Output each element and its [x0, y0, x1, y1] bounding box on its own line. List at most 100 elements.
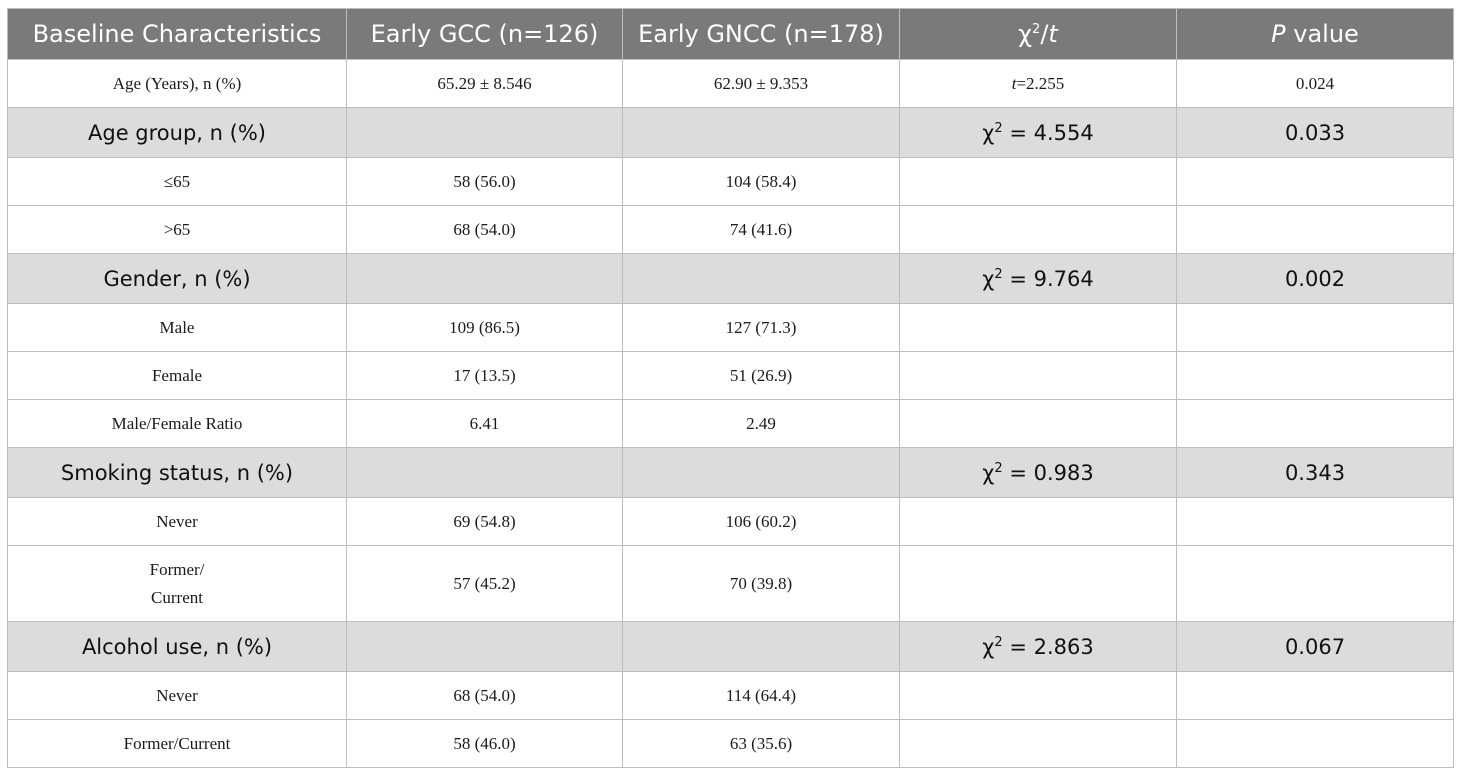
header-chi-superscript: 2 — [1032, 22, 1041, 37]
empty-cell — [899, 545, 1177, 622]
gcc-value: 6.41 — [346, 399, 623, 448]
chi-stat-number: = 9.764 — [1002, 266, 1094, 291]
table-row: Never 68 (54.0) 114 (64.4) — [7, 671, 1454, 720]
chi-superscript: 2 — [994, 460, 1003, 476]
header-early-gncc: Early GNCC (n=178) — [622, 8, 900, 60]
header-slash: / — [1040, 20, 1049, 48]
group-label: Smoking status, n (%) — [7, 447, 347, 498]
stat-value: χ2 = 9.764 — [899, 253, 1177, 304]
empty-cell — [899, 205, 1177, 254]
row-label: Former/Current — [7, 545, 347, 622]
empty-cell — [346, 107, 623, 158]
table-header-row: Baseline Characteristics Early GCC (n=12… — [7, 8, 1454, 60]
baseline-table-container: Baseline Characteristics Early GCC (n=12… — [7, 8, 1454, 768]
chi-superscript: 2 — [994, 120, 1003, 136]
chi-symbol: χ — [982, 120, 995, 145]
p-value: 0.067 — [1176, 621, 1454, 672]
row-label: Female — [7, 351, 347, 400]
gcc-value: 57 (45.2) — [346, 545, 623, 622]
stat-value: χ2 = 2.863 — [899, 621, 1177, 672]
row-label: Male/Female Ratio — [7, 399, 347, 448]
gncc-value: 62.90 ± 9.353 — [622, 59, 900, 108]
empty-cell — [622, 253, 900, 304]
empty-cell — [899, 671, 1177, 720]
gcc-value: 65.29 ± 8.546 — [346, 59, 623, 108]
table-row: Former/Current 57 (45.2) 70 (39.8) — [7, 545, 1454, 622]
gncc-value: 51 (26.9) — [622, 351, 900, 400]
gncc-value: 114 (64.4) — [622, 671, 900, 720]
t-stat-number: =2.255 — [1016, 73, 1065, 93]
stat-value: χ2 = 0.983 — [899, 447, 1177, 498]
empty-cell — [622, 621, 900, 672]
empty-cell — [899, 399, 1177, 448]
empty-cell — [346, 447, 623, 498]
header-early-gcc: Early GCC (n=126) — [346, 8, 623, 60]
p-value: 0.024 — [1176, 59, 1454, 108]
header-p-value: P value — [1176, 8, 1454, 60]
table-row: Female 17 (13.5) 51 (26.9) — [7, 351, 1454, 400]
header-baseline-characteristics: Baseline Characteristics — [7, 8, 347, 60]
empty-cell — [1176, 303, 1454, 352]
group-row-age: Age group, n (%) χ2 = 4.554 0.033 — [7, 107, 1454, 158]
baseline-characteristics-table: Baseline Characteristics Early GCC (n=12… — [7, 8, 1454, 768]
gncc-value: 63 (35.6) — [622, 719, 900, 768]
gncc-value: 70 (39.8) — [622, 545, 900, 622]
group-label: Gender, n (%) — [7, 253, 347, 304]
empty-cell — [899, 719, 1177, 768]
table-row: Age (Years), n (%) 65.29 ± 8.546 62.90 ±… — [7, 59, 1454, 108]
empty-cell — [346, 621, 623, 672]
table-row: Male 109 (86.5) 127 (71.3) — [7, 303, 1454, 352]
empty-cell — [899, 303, 1177, 352]
empty-cell — [1176, 351, 1454, 400]
empty-cell — [622, 107, 900, 158]
header-t-symbol: t — [1048, 20, 1058, 48]
row-label: Never — [7, 671, 347, 720]
gcc-value: 58 (56.0) — [346, 157, 623, 206]
chi-stat-number: = 2.863 — [1002, 634, 1094, 659]
p-value: 0.033 — [1176, 107, 1454, 158]
group-row-smoking: Smoking status, n (%) χ2 = 0.983 0.343 — [7, 447, 1454, 498]
table-row: Male/Female Ratio 6.41 2.49 — [7, 399, 1454, 448]
gncc-value: 74 (41.6) — [622, 205, 900, 254]
gcc-value: 109 (86.5) — [346, 303, 623, 352]
empty-cell — [1176, 545, 1454, 622]
row-label: ≤65 — [7, 157, 347, 206]
empty-cell — [1176, 157, 1454, 206]
header-statistic: χ2/t — [899, 8, 1177, 60]
row-label: Age (Years), n (%) — [7, 59, 347, 108]
empty-cell — [1176, 497, 1454, 546]
empty-cell — [346, 253, 623, 304]
chi-superscript: 2 — [994, 634, 1003, 650]
gncc-value: 127 (71.3) — [622, 303, 900, 352]
table-row: ≤65 58 (56.0) 104 (58.4) — [7, 157, 1454, 206]
row-label: Former/Current — [7, 719, 347, 768]
group-row-gender: Gender, n (%) χ2 = 9.764 0.002 — [7, 253, 1454, 304]
group-label: Alcohol use, n (%) — [7, 621, 347, 672]
row-label-line2: Current — [151, 587, 203, 607]
group-label: Age group, n (%) — [7, 107, 347, 158]
empty-cell — [1176, 205, 1454, 254]
gcc-value: 58 (46.0) — [346, 719, 623, 768]
stat-value: χ2 = 4.554 — [899, 107, 1177, 158]
gncc-value: 104 (58.4) — [622, 157, 900, 206]
gcc-value: 68 (54.0) — [346, 671, 623, 720]
table-row: Former/Current 58 (46.0) 63 (35.6) — [7, 719, 1454, 768]
table-row: >65 68 (54.0) 74 (41.6) — [7, 205, 1454, 254]
empty-cell — [899, 351, 1177, 400]
gncc-value: 106 (60.2) — [622, 497, 900, 546]
chi-superscript: 2 — [994, 266, 1003, 282]
p-value: 0.002 — [1176, 253, 1454, 304]
chi-symbol: χ — [982, 460, 995, 485]
empty-cell — [1176, 671, 1454, 720]
empty-cell — [899, 157, 1177, 206]
p-value: 0.343 — [1176, 447, 1454, 498]
row-label-line1: Former/ — [149, 559, 205, 579]
chi-stat-number: = 4.554 — [1002, 120, 1094, 145]
chi-stat-number: = 0.983 — [1002, 460, 1094, 485]
stat-value: t=2.255 — [899, 59, 1177, 108]
empty-cell — [899, 497, 1177, 546]
group-row-alcohol: Alcohol use, n (%) χ2 = 2.863 0.067 — [7, 621, 1454, 672]
row-label: >65 — [7, 205, 347, 254]
table-row: Never 69 (54.8) 106 (60.2) — [7, 497, 1454, 546]
gcc-value: 17 (13.5) — [346, 351, 623, 400]
